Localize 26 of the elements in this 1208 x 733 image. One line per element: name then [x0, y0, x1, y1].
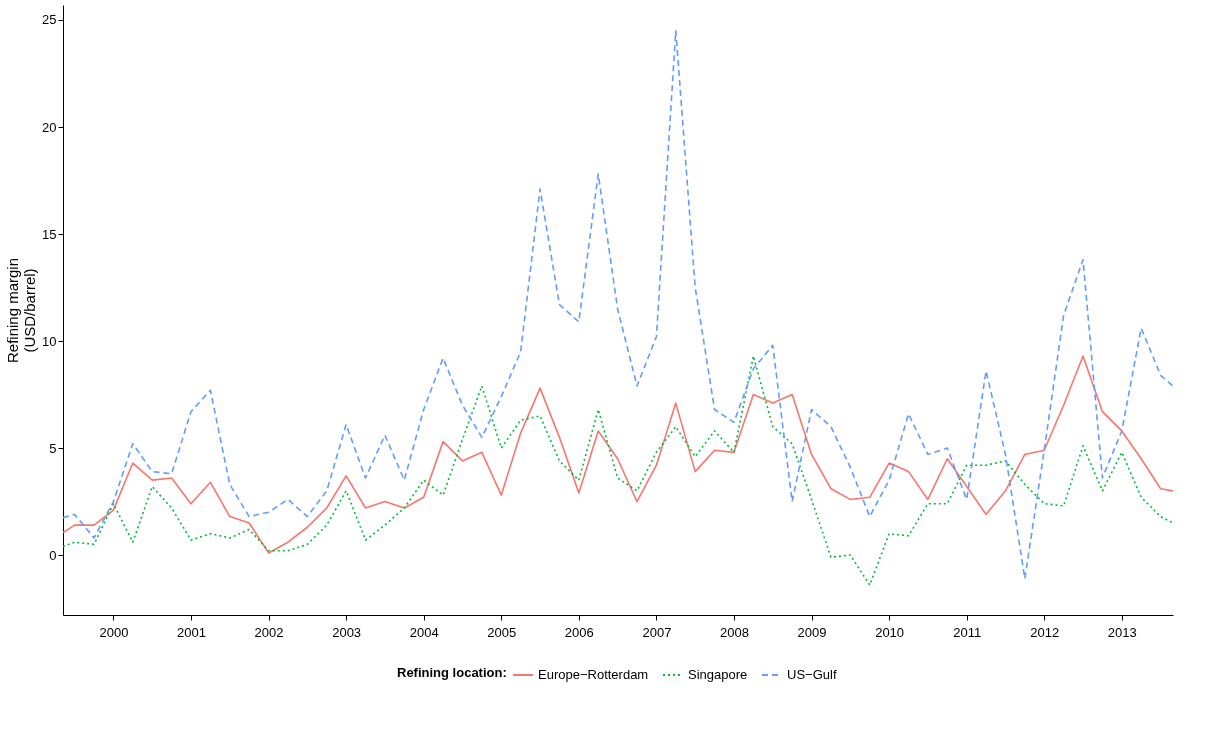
- legend-title: Refining location:: [397, 665, 507, 680]
- x-tick-label: 2007: [642, 624, 672, 640]
- y-tick-label: 15: [42, 226, 57, 242]
- y-tick-label: 0: [49, 547, 57, 563]
- x-tick-label: 2004: [409, 624, 439, 640]
- y-tick-label: 10: [42, 333, 57, 349]
- x-tick-label: 2011: [953, 624, 982, 640]
- y-tick-label: 25: [42, 12, 57, 28]
- x-tick-label: 2003: [332, 624, 362, 640]
- legend-label: US−Gulf: [787, 667, 837, 682]
- line-series: [63, 29, 1173, 580]
- x-tick-label: 2012: [1030, 624, 1060, 640]
- x-tick-label: 2000: [99, 624, 129, 640]
- x-tick-label: 2013: [1107, 624, 1137, 640]
- y-tick-label: 5: [49, 440, 57, 456]
- legend-label: Singapore: [688, 667, 748, 682]
- x-tick-label: 2001: [177, 624, 206, 640]
- x-tick-label: 2008: [720, 624, 749, 640]
- x-tick-label: 2010: [875, 624, 905, 640]
- x-tick-label: 2002: [254, 624, 284, 640]
- x-tick-label: 2009: [797, 624, 827, 640]
- legend-label: Europe−Rotterdam: [538, 667, 649, 682]
- y-axis-title: Refining margin (USD/barrel): [4, 257, 39, 364]
- y-tick-label: 20: [42, 119, 57, 135]
- x-tick-label: 2006: [564, 624, 594, 640]
- x-tick-label: 2005: [487, 624, 517, 640]
